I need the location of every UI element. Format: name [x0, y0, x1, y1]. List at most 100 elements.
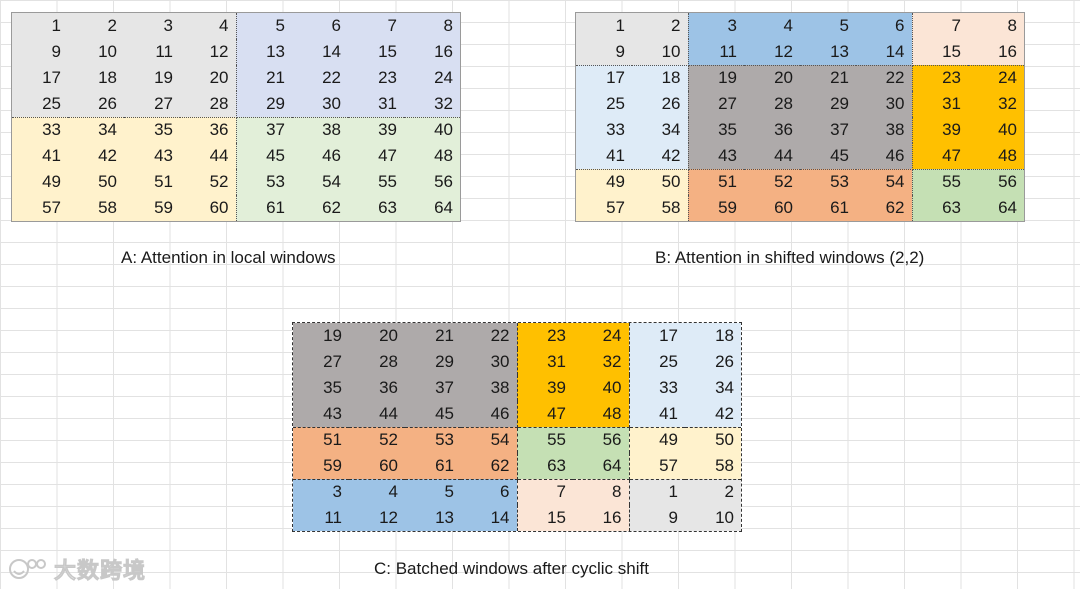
grid-cell: 23	[912, 65, 968, 91]
grid-cell: 44	[744, 143, 800, 170]
grid-cell: 64	[573, 453, 630, 480]
grid-cell: 38	[856, 117, 913, 143]
grid-cell: 60	[349, 453, 405, 480]
grid-row: 17 18 19 20 21 22 23 24	[12, 65, 460, 91]
grid-cell: 20	[349, 323, 405, 349]
grid-cell: 31	[517, 349, 573, 375]
grid-cell: 15	[912, 39, 968, 66]
grid-cell: 61	[236, 195, 292, 221]
grid-cell: 14	[292, 39, 348, 65]
grid-cell: 18	[632, 65, 689, 91]
grid-cell: 63	[517, 453, 573, 480]
grid-cell: 21	[800, 65, 856, 91]
grid-cell: 6	[856, 13, 913, 39]
grid-cell: 32	[573, 349, 630, 375]
grid-cell: 47	[912, 143, 968, 170]
grid-cell: 7	[348, 13, 404, 39]
grid-row: 49 50 51 52 53 54 55 56	[576, 169, 1024, 195]
grid-b-shifted-windows: 1 2 3 4 5 6 7 8 9 10 11 12 13 14 15 16 17 18 19 20 21 22 23 24 2…	[575, 12, 1025, 222]
grid-cell: 39	[517, 375, 573, 401]
grid-cell: 10	[632, 39, 689, 66]
grid-row: 43 44 45 46 47 48 41 42	[293, 401, 741, 428]
grid-cell: 2	[685, 479, 741, 505]
grid-cell: 49	[576, 169, 632, 195]
grid-cell: 9	[12, 39, 68, 65]
grid-cell: 51	[124, 169, 180, 195]
grid-row: 25 26 27 28 29 30 31 32	[12, 91, 460, 118]
grid-cell: 4	[744, 13, 800, 39]
grid-cell: 33	[12, 117, 68, 143]
smiley-logo-icon	[8, 556, 48, 582]
grid-cell: 51	[293, 427, 349, 453]
grid-cell: 10	[68, 39, 124, 65]
grid-row: 51 52 53 54 55 56 49 50	[293, 427, 741, 453]
grid-cell: 19	[688, 65, 744, 91]
grid-cell: 40	[573, 375, 630, 401]
grid-cell: 41	[12, 143, 68, 169]
grid-cell: 40	[968, 117, 1024, 143]
grid-row: 41 42 43 44 45 46 47 48	[576, 143, 1024, 170]
grid-cell: 43	[293, 401, 349, 428]
grid-cell: 32	[404, 91, 460, 118]
grid-cell: 54	[856, 169, 913, 195]
grid-cell: 45	[800, 143, 856, 170]
grid-row: 49 50 51 52 53 54 55 56	[12, 169, 460, 195]
grid-row: 33 34 35 36 37 38 39 40	[12, 117, 460, 143]
grid-row: 59 60 61 62 63 64 57 58	[293, 453, 741, 480]
grid-cell: 35	[293, 375, 349, 401]
grid-cell: 2	[632, 13, 689, 39]
grid-cell: 9	[629, 505, 685, 531]
grid-cell: 16	[573, 505, 630, 531]
grid-cell: 59	[124, 195, 180, 221]
grid-cell: 11	[293, 505, 349, 531]
grid-cell: 25	[629, 349, 685, 375]
grid-cell: 35	[124, 117, 180, 143]
grid-cell: 32	[968, 91, 1024, 117]
watermark: 大数跨境	[8, 554, 146, 584]
grid-cell: 38	[461, 375, 518, 401]
grid-cell: 61	[405, 453, 461, 480]
grid-cell: 50	[632, 169, 689, 195]
grid-cell: 31	[348, 91, 404, 118]
grid-row: 9 10 11 12 13 14 15 16	[576, 39, 1024, 66]
grid-cell: 5	[800, 13, 856, 39]
grid-cell: 38	[292, 117, 348, 143]
grid-row: 33 34 35 36 37 38 39 40	[576, 117, 1024, 143]
grid-cell: 27	[688, 91, 744, 117]
grid-cell: 22	[461, 323, 518, 349]
grid-cell: 49	[629, 427, 685, 453]
grid-row: 11 12 13 14 15 16 9 10	[293, 505, 741, 531]
grid-c-batched-windows: 19 20 21 22 23 24 17 18 27 28 29 30 31 32 25 26 35 36 37 38…	[292, 322, 742, 532]
grid-cell: 45	[236, 143, 292, 169]
grid-cell: 39	[912, 117, 968, 143]
grid-cell: 53	[236, 169, 292, 195]
grid-cell: 5	[236, 13, 292, 39]
grid-cell: 41	[576, 143, 632, 170]
grid-cell: 20	[744, 65, 800, 91]
grid-cell: 37	[800, 117, 856, 143]
grid-cell: 63	[912, 195, 968, 221]
grid-cell: 34	[685, 375, 741, 401]
grid-cell: 25	[576, 91, 632, 117]
grid-cell: 49	[12, 169, 68, 195]
caption-c: C: Batched windows after cyclic shift	[374, 559, 649, 578]
grid-a-local-windows: 1 2 3 4 5 6 7 8 9 10 11 12 13 14 15 16 17 18 19 20 21 22 23 24 2…	[11, 12, 461, 222]
grid-cell: 29	[236, 91, 292, 118]
grid-row: 57 58 59 60 61 62 63 64	[576, 195, 1024, 221]
grid-cell: 57	[629, 453, 685, 480]
grid-cell: 8	[968, 13, 1024, 39]
grid-cell: 62	[856, 195, 913, 221]
grid-cell: 64	[404, 195, 460, 221]
grid-cell: 13	[405, 505, 461, 531]
grid-cell: 41	[629, 401, 685, 428]
grid-cell: 27	[124, 91, 180, 118]
grid-cell: 12	[180, 39, 237, 65]
caption-a: A: Attention in local windows	[121, 248, 336, 267]
grid-cell: 7	[517, 479, 573, 505]
grid-cell: 19	[293, 323, 349, 349]
grid-row: 19 20 21 22 23 24 17 18	[293, 323, 741, 349]
grid-cell: 3	[293, 479, 349, 505]
grid-cell: 28	[180, 91, 237, 118]
grid-cell: 53	[405, 427, 461, 453]
